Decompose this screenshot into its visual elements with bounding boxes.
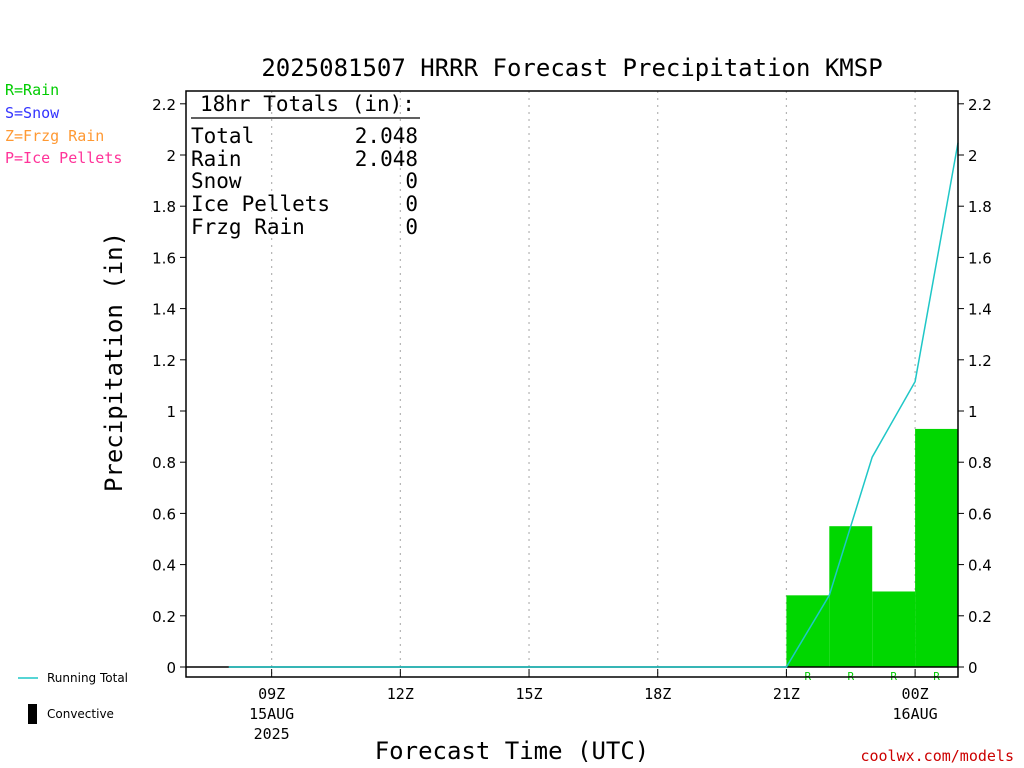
totals-label-snow: Snow (191, 169, 242, 193)
totals-header: 18hr Totals (in): (200, 92, 415, 116)
totals-value-total: 2.048 (355, 124, 418, 148)
y-tick-label: 1 (166, 403, 176, 421)
credit-link[interactable]: coolwx.com/models (860, 747, 1014, 765)
y-tick-label: 0.4 (152, 557, 176, 575)
y-tick-label-right: 1.6 (968, 249, 992, 267)
chart-title: 2025081507 HRRR Forecast Precipitation K… (261, 54, 882, 82)
x-tick-year: 2025 (254, 725, 290, 743)
y-tick-label: 1.6 (152, 249, 176, 267)
legend-snow: S=Snow (5, 104, 60, 122)
y-tick-label-right: 0 (968, 659, 978, 677)
y-tick-label-right: 0.8 (968, 454, 992, 472)
y-tick-label-right: 1.2 (968, 352, 992, 370)
y-tick-label: 1.8 (152, 198, 176, 216)
rain-bars (786, 428, 958, 667)
y-tick-label: 0.8 (152, 454, 176, 472)
y-tick-label: 0 (166, 659, 176, 677)
totals-label-total: Total (191, 124, 254, 148)
x-tick-label: 21Z (773, 685, 800, 703)
totals-value-ice-pellets: 0 (405, 192, 418, 216)
x-tick-label: 09Z (258, 685, 285, 703)
x-tick-label: 15Z (515, 685, 542, 703)
running-total-series (228, 142, 959, 668)
totals-label-frzg-rain: Frzg Rain (191, 215, 305, 239)
y-tick-label-right: 0.4 (968, 557, 992, 575)
y-tick-label-right: 2 (968, 147, 978, 165)
y-tick-label: 0.2 (152, 608, 176, 626)
totals-box: 18hr Totals (in): Total 2.048 Rain 2.048… (191, 92, 420, 239)
running-total-legend-label: Running Total (47, 671, 128, 685)
totals-label-rain: Rain (191, 147, 242, 171)
convective-swatch (28, 704, 37, 724)
convective-legend-label: Convective (47, 707, 114, 721)
y-tick-label: 2 (166, 147, 176, 165)
totals-value-snow: 0 (405, 169, 418, 193)
y-tick-label-right: 1 (968, 403, 978, 421)
y-tick-label-right: 0.2 (968, 608, 992, 626)
running-total-line (228, 142, 959, 668)
legend-rain: R=Rain (5, 81, 59, 99)
y-tick-label: 1.2 (152, 352, 176, 370)
grid-lines (271, 91, 916, 677)
rain-bar (915, 428, 958, 667)
x-tick-date: 15AUG (249, 705, 294, 723)
rain-bar (872, 591, 916, 667)
x-axis-ticks: 09Z 15AUG 2025 12Z 15Z 18Z 21Z 00Z 16AUG (249, 669, 938, 743)
totals-value-rain: 2.048 (355, 147, 418, 171)
x-tick-date: 16AUG (893, 705, 938, 723)
series-legend: Running Total Convective (18, 671, 128, 724)
x-tick-label: 12Z (387, 685, 414, 703)
y-tick-label: 0.6 (152, 505, 176, 523)
x-tick-label: 18Z (644, 685, 671, 703)
legend-ice-pellets: P=Ice Pellets (5, 149, 122, 167)
y-tick-label: 1.4 (152, 301, 176, 319)
code-legend: R=Rain S=Snow Z=Frzg Rain P=Ice Pellets (5, 81, 122, 167)
legend-frzg-rain: Z=Frzg Rain (5, 127, 104, 145)
y-tick-label-right: 1.4 (968, 301, 992, 319)
totals-label-ice-pellets: Ice Pellets (191, 192, 330, 216)
y-tick-label-right: 0.6 (968, 505, 992, 523)
rain-bar (829, 526, 873, 667)
totals-value-frzg-rain: 0 (405, 215, 418, 239)
plot-frame (185, 90, 959, 678)
y-tick-label: 2.2 (152, 96, 176, 114)
y-axis-ticks: 0 00.2 0.20.4 0.40.6 0.60.8 0.81 11.2 1.21.4 1.4… (152, 96, 992, 677)
y-tick-label-right: 2.2 (968, 96, 992, 114)
y-tick-label-right: 1.8 (968, 198, 992, 216)
x-tick-label: 00Z (902, 685, 929, 703)
x-axis-label: Forecast Time (UTC) (375, 737, 650, 765)
y-axis-label: Precipitation (in) (100, 232, 128, 492)
